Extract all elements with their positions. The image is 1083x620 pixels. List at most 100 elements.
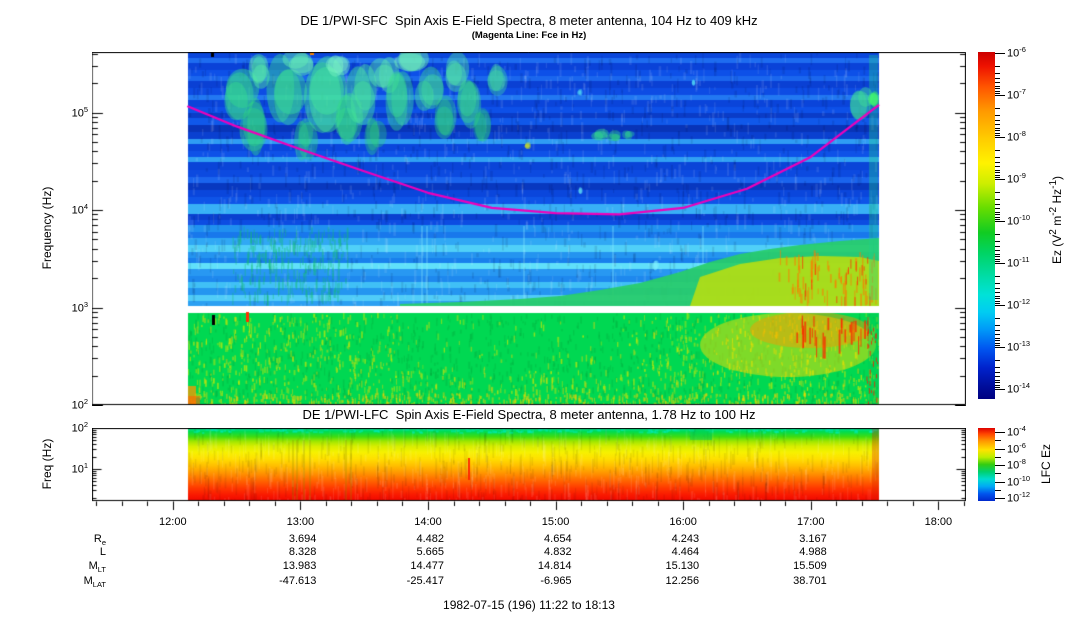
lfc-colorbar — [978, 428, 995, 501]
sfc-spectrogram-canvas — [92, 52, 966, 406]
ephemeris-value: 14.477 — [410, 560, 444, 572]
colorbar-tick — [995, 330, 1000, 332]
ephemeris-value: 38.701 — [793, 575, 827, 587]
ephemeris-value: 12.256 — [665, 575, 700, 587]
ephemeris-row-label: L — [99, 546, 106, 558]
colorbar-tick-label: 10-14 — [1007, 381, 1031, 396]
colorbar-tick — [995, 214, 1000, 216]
colorbar-tick — [995, 135, 1000, 137]
sfc-title: DE 1/PWI-SFC Spin Axis E-Field Spectra, … — [300, 13, 758, 28]
colorbar-tick — [995, 90, 1000, 92]
x-tick-label: 14:00 — [414, 516, 442, 528]
colorbar-tick-label: 10-12 — [1007, 490, 1031, 505]
colorbar-tick — [995, 305, 1005, 306]
lfc-y-axis-label: Freq (Hz) — [40, 438, 54, 490]
colorbar-tick — [995, 298, 1000, 300]
ephemeris-value: 8.328 — [288, 546, 317, 558]
x-tick-label: 17:00 — [796, 516, 825, 528]
colorbar-tick — [995, 473, 1001, 475]
colorbar-tick — [995, 387, 1000, 389]
ephemeris-row-label: MLT — [88, 560, 106, 575]
ephemeris-value: 4.482 — [416, 533, 444, 545]
colorbar-tick — [995, 191, 1000, 193]
y-tick-label: 101 — [71, 461, 88, 476]
colorbar-tick — [995, 389, 1005, 390]
colorbar-tick — [995, 124, 1000, 126]
colorbar-tick — [995, 372, 1000, 374]
colorbar-tick — [995, 246, 1000, 248]
colorbar-tick — [995, 211, 1000, 213]
colorbar-tick — [995, 382, 1000, 384]
ephemeris-value: 13.983 — [282, 560, 317, 572]
ephemeris-value: 5.665 — [416, 546, 444, 558]
colorbar-tick — [995, 137, 1005, 138]
colorbar-tick — [995, 300, 1000, 302]
lfc-spectrogram-canvas — [92, 428, 966, 517]
colorbar-tick — [995, 489, 1001, 491]
colorbar-tick — [995, 174, 1000, 176]
colorbar-tick — [995, 456, 1001, 458]
ephemeris-row-label: MLAT — [83, 575, 106, 590]
colorbar-tick — [995, 166, 1000, 168]
y-tick-label: 102 — [71, 420, 88, 435]
x-tick-label: 16:00 — [669, 516, 697, 528]
sfc-subtitle: (Magenta Line: Fce in Hz) — [471, 30, 587, 41]
colorbar-tick — [995, 82, 1000, 84]
colorbar-tick — [995, 440, 1001, 442]
ephemeris-value: 4.464 — [671, 546, 700, 558]
colorbar-tick — [995, 347, 1005, 348]
lfc-title: DE 1/PWI-LFC Spin Axis E-Field Spectra, … — [302, 407, 756, 422]
colorbar-tick — [995, 481, 1005, 483]
colorbar-tick-label: 10-12 — [1007, 297, 1031, 312]
ephemeris-value: 4.832 — [544, 546, 572, 558]
colorbar-tick — [995, 95, 1005, 96]
colorbar-tick — [995, 199, 1000, 201]
y-tick-label: 102 — [71, 397, 88, 412]
y-tick-label: 104 — [71, 202, 88, 217]
x-tick-label: 12:00 — [159, 516, 187, 528]
x-tick-label: 13:00 — [286, 516, 315, 528]
colorbar-tick — [995, 288, 1000, 290]
ephemeris-value: 3.694 — [288, 533, 317, 545]
colorbar-tick — [995, 241, 1000, 243]
sfc-colorbar-label: Ez (V2 m-2 Hz-1) — [1048, 175, 1064, 265]
colorbar-tick-label: 10-10 — [1007, 213, 1031, 228]
lfc-colorbar-label: LFC Ez — [1039, 443, 1053, 485]
footer-date: 1982-07-15 (196) 11:22 to 18:13 — [443, 598, 615, 612]
colorbar-tick — [995, 233, 1000, 235]
colorbar-tick — [995, 275, 1000, 277]
y-tick-label: 103 — [71, 299, 88, 315]
colorbar-tick — [995, 261, 1000, 263]
colorbar-tick — [995, 132, 1000, 134]
colorbar-tick-label: 10-10 — [1007, 473, 1031, 489]
ephemeris-value: 3.167 — [799, 533, 827, 545]
colorbar-tick — [995, 204, 1000, 206]
colorbar-tick — [995, 78, 1000, 80]
colorbar-tick — [995, 384, 1000, 386]
colorbar-tick — [995, 250, 1000, 252]
colorbar-tick-label: 10-13 — [1007, 339, 1031, 354]
colorbar-tick — [995, 169, 1000, 171]
colorbar-tick-label: 10-6 — [1007, 440, 1026, 456]
colorbar-tick-label: 10-7 — [1007, 87, 1026, 102]
ephemeris-value: 15.130 — [665, 560, 700, 572]
colorbar-tick-label: 10-6 — [1007, 45, 1026, 60]
colorbar-tick — [995, 325, 1000, 327]
colorbar-tick — [995, 73, 1000, 75]
colorbar-tick-label: 10-4 — [1007, 424, 1026, 439]
colorbar-tick — [995, 359, 1000, 361]
colorbar-tick — [995, 379, 1000, 381]
ephemeris-value: -6.965 — [540, 575, 572, 587]
colorbar-tick — [995, 432, 1005, 433]
colorbar-tick-label: 10-9 — [1007, 171, 1026, 186]
colorbar-tick — [995, 221, 1005, 222]
colorbar-tick — [995, 53, 1005, 54]
sfc-colorbar — [978, 52, 995, 399]
colorbar-tick — [995, 292, 1000, 294]
colorbar-tick-label: 10-8 — [1007, 457, 1026, 472]
colorbar-tick — [995, 345, 1000, 347]
colorbar-tick — [995, 177, 1000, 179]
colorbar-tick-label: 10-8 — [1007, 129, 1026, 144]
colorbar-tick — [995, 219, 1000, 221]
colorbar-tick — [995, 258, 1000, 260]
